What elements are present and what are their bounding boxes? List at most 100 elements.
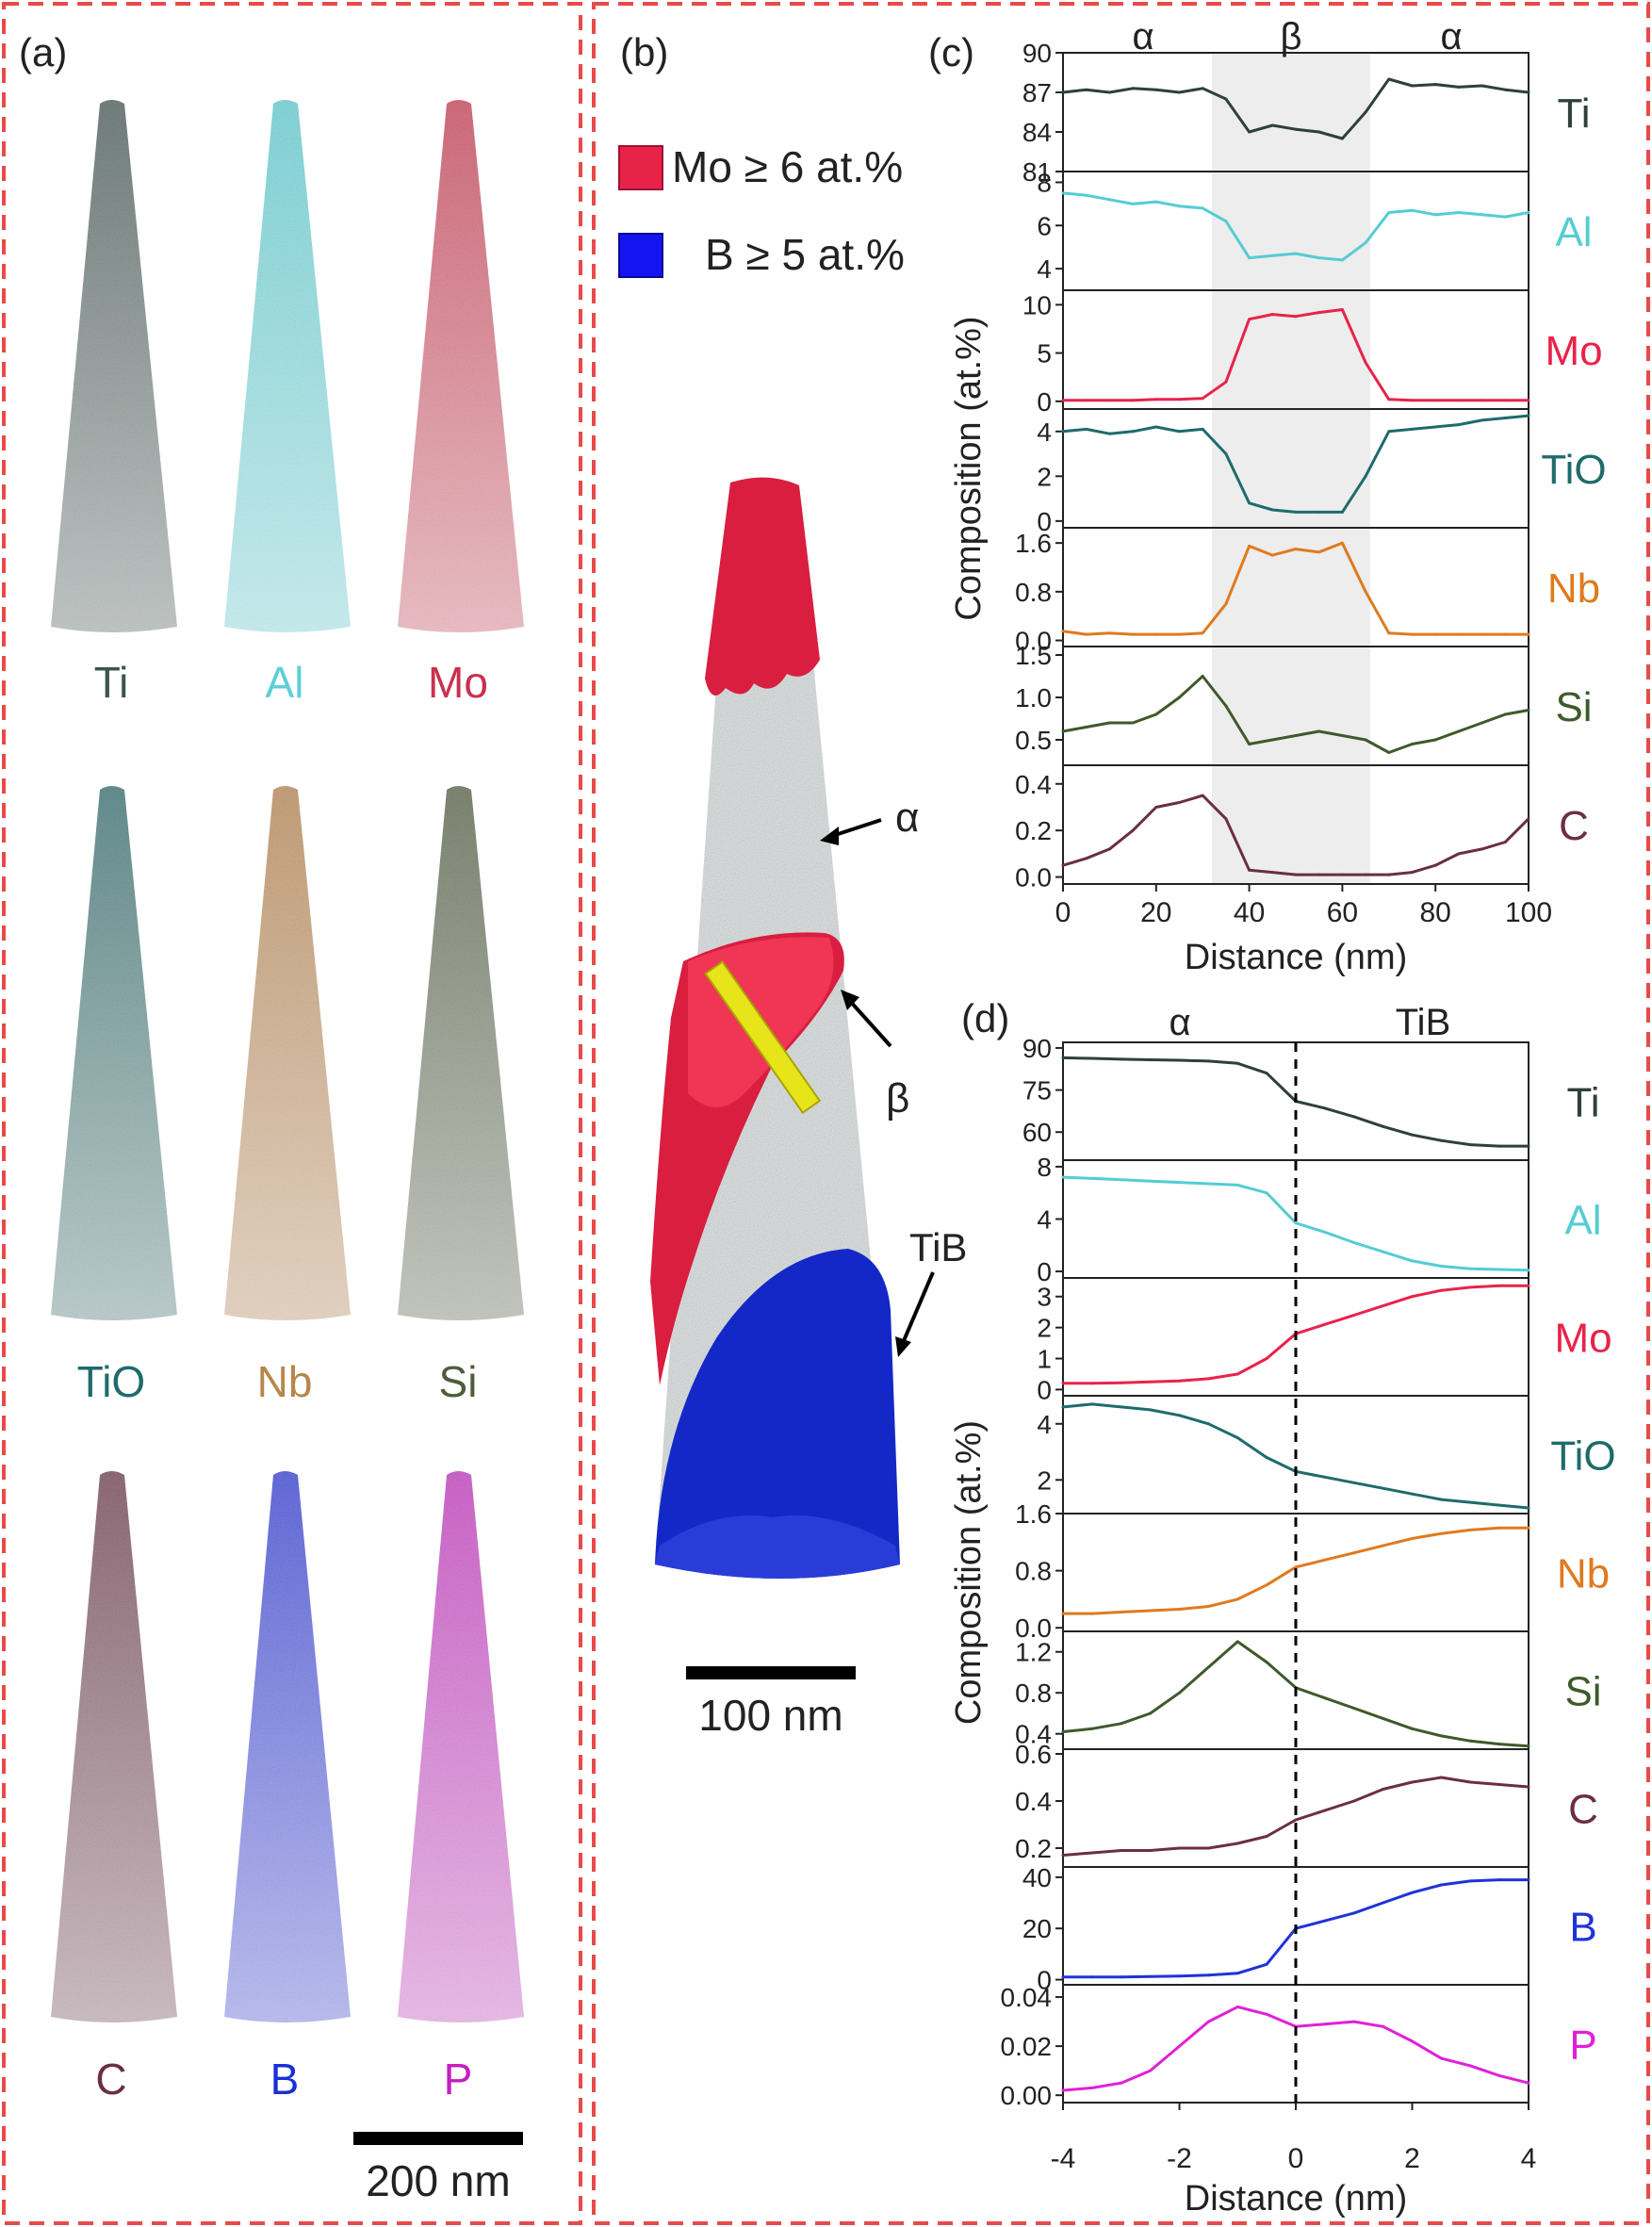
- data-point-b: [1352, 1911, 1356, 1915]
- mo-cap: [705, 477, 820, 696]
- data-point-mo: [1527, 399, 1530, 402]
- data-point-al: [1411, 208, 1414, 212]
- x-axis-title: Distance (nm): [1185, 2179, 1408, 2219]
- data-point-tio: [1433, 425, 1437, 429]
- data-point-nb: [1206, 1605, 1210, 1608]
- data-point-si: [1154, 712, 1158, 716]
- data-point-tio: [1411, 1492, 1414, 1496]
- beta-arrow: [846, 997, 892, 1048]
- subplot-b: 0 20 40 B: [1022, 1863, 1597, 1995]
- y-tick-label: 0.00: [1001, 2081, 1053, 2110]
- data-point-ti: [1178, 90, 1181, 94]
- data-point-ti: [1497, 1144, 1501, 1148]
- data-point-tio: [1061, 430, 1065, 434]
- subplot-nb: 0.0 0.8 1.6 Nb: [1015, 527, 1600, 656]
- data-point-si: [1387, 751, 1391, 754]
- data-point-c: [1224, 817, 1228, 821]
- data-point-tio: [1340, 510, 1344, 514]
- y-tick-label: 10: [1022, 290, 1052, 319]
- data-point-b: [1120, 1975, 1123, 1979]
- data-point-si: [1178, 696, 1181, 699]
- data-point-mo: [1433, 399, 1437, 402]
- data-point-p: [1149, 2069, 1153, 2072]
- data-point-mo: [1457, 399, 1461, 402]
- data-point-mo: [1224, 380, 1228, 384]
- data-point-ti: [1294, 127, 1298, 131]
- y-tick-label: 1.2: [1015, 1638, 1052, 1667]
- y-tick-label: 0.4: [1015, 1787, 1052, 1816]
- y-tick-label: 0.0: [1015, 1613, 1052, 1643]
- y-tick-label: 20: [1022, 1914, 1052, 1943]
- data-point-c: [1411, 1780, 1414, 1784]
- panel-b-label: (b): [620, 30, 668, 74]
- chart-d: α TiB607590Ti048Al0123Mo24TiO0.00.81.6Nb0…: [949, 1002, 1616, 2219]
- data-point-b: [1439, 1883, 1443, 1887]
- data-point-ti: [1411, 84, 1414, 88]
- data-point-al: [1235, 1183, 1239, 1187]
- data-point-nb: [1439, 1531, 1443, 1535]
- data-point-mo: [1323, 1322, 1327, 1326]
- data-point-nb: [1433, 632, 1437, 636]
- data-point-nb: [1382, 1544, 1385, 1547]
- data-point-tio: [1527, 414, 1530, 418]
- data-point-al: [1497, 1268, 1501, 1271]
- data-point-al: [1294, 252, 1298, 255]
- data-point-nb: [1224, 602, 1228, 606]
- y-tick-label: 0.2: [1015, 816, 1052, 845]
- data-point-si: [1411, 743, 1414, 745]
- data-point-mo: [1382, 1304, 1385, 1308]
- data-point-si: [1323, 1696, 1327, 1700]
- y-tick-label: 84: [1022, 118, 1052, 147]
- subplot-ti: 60 75 90 Ti: [1022, 1034, 1600, 1161]
- data-point-b: [1178, 1974, 1181, 1978]
- data-point-ti: [1503, 88, 1507, 91]
- data-point-si: [1468, 1739, 1472, 1743]
- element-map-nb: Nb: [224, 786, 351, 1406]
- element-label-mo: Mo: [428, 658, 488, 707]
- y-tick-label: 2: [1037, 462, 1052, 491]
- data-point-c: [1270, 871, 1274, 875]
- tib-base: [655, 1515, 900, 1579]
- data-point-ti: [1468, 1143, 1472, 1147]
- data-point-c: [1248, 868, 1251, 872]
- x-tick-label: 2: [1404, 2143, 1420, 2174]
- x-tick-label: 100: [1505, 897, 1552, 928]
- x-tick-label: -4: [1051, 2143, 1076, 2174]
- data-point-c: [1382, 1788, 1385, 1791]
- data-point-c: [1323, 1809, 1327, 1812]
- data-point-mo: [1149, 1380, 1153, 1384]
- data-point-c: [1340, 873, 1344, 876]
- data-point-al: [1270, 254, 1274, 257]
- data-point-b: [1468, 1879, 1472, 1883]
- data-point-b: [1497, 1878, 1501, 1882]
- series-label-al: Al: [1564, 1198, 1601, 1244]
- data-point-ti: [1061, 1056, 1065, 1059]
- data-point-mo: [1439, 1288, 1443, 1292]
- y-tick-label: 81: [1022, 157, 1052, 187]
- tib-phase: [655, 1249, 900, 1579]
- y-tick-label: 1.6: [1015, 1499, 1052, 1529]
- element-label-al: Al: [266, 658, 304, 707]
- data-point-tio: [1265, 1456, 1268, 1459]
- data-point-si: [1061, 1730, 1065, 1733]
- series-label-ti: Ti: [1566, 1080, 1599, 1126]
- phase-label-1: β: [1280, 16, 1301, 57]
- series-label-nb: Nb: [1547, 565, 1600, 612]
- scale-bar-a: [353, 2132, 523, 2145]
- series-label-al: Al: [1555, 209, 1592, 255]
- tip-al: [224, 100, 351, 632]
- element-label-ti: Ti: [94, 658, 129, 707]
- data-point-si: [1224, 704, 1228, 708]
- data-point-ti: [1201, 87, 1204, 90]
- x-tick-label: 0: [1055, 897, 1071, 928]
- data-point-si: [1085, 726, 1088, 729]
- y-tick-label: 4: [1037, 1205, 1052, 1235]
- element-map-b: B: [224, 1471, 351, 2104]
- data-point-al: [1323, 1230, 1327, 1234]
- data-point-c: [1411, 871, 1414, 875]
- data-point-tio: [1382, 1486, 1385, 1490]
- element-map-tio: TiO: [51, 786, 177, 1406]
- data-point-mo: [1154, 398, 1158, 401]
- data-point-p: [1061, 2088, 1065, 2092]
- data-point-nb: [1468, 1528, 1472, 1531]
